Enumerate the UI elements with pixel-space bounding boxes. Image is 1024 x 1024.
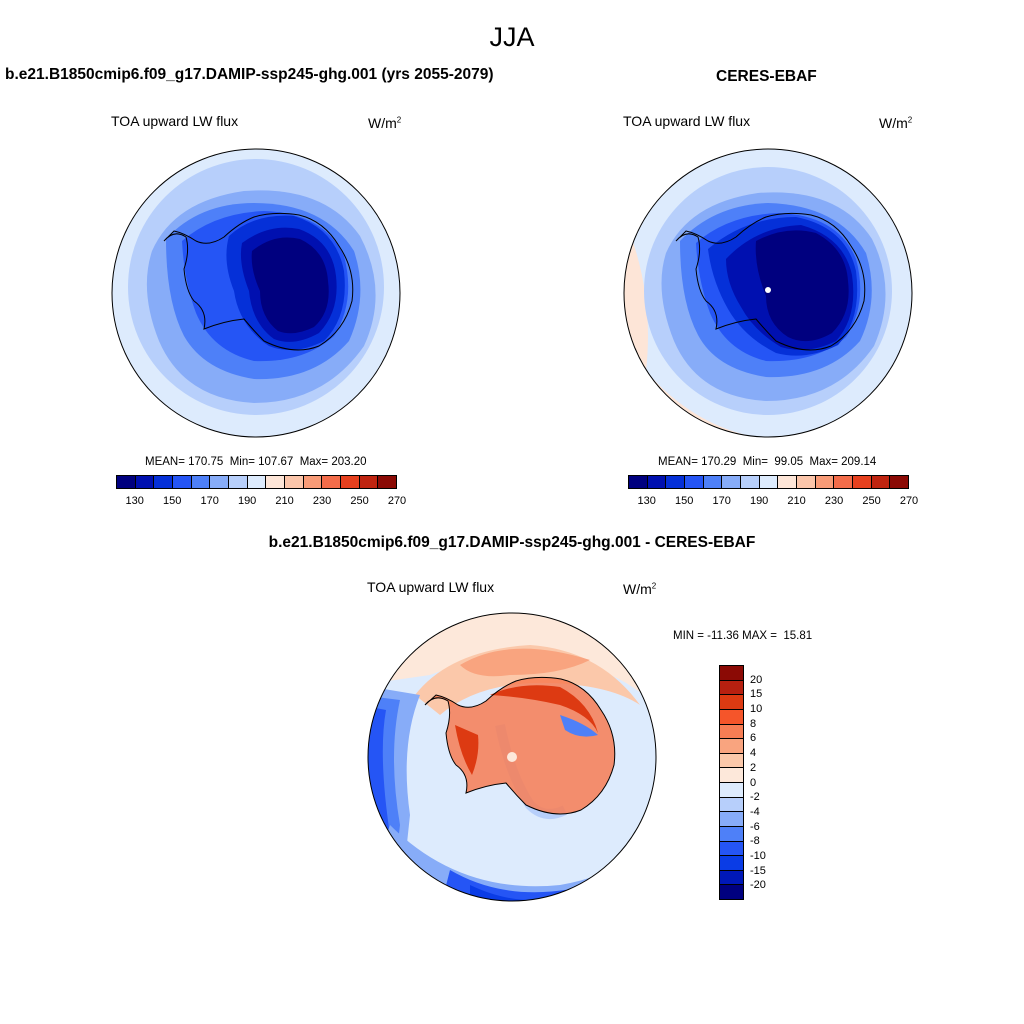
colorbar-diff xyxy=(719,665,744,900)
colorbar-obs-swatch xyxy=(629,476,648,488)
colorbar-diff-tick-label: -4 xyxy=(750,805,760,818)
colorbar-model-swatch xyxy=(173,476,192,488)
colorbar-model-tick-label: 150 xyxy=(163,495,182,507)
colorbar-obs-ticks: 130 150 170 190 210 230 250 270 xyxy=(628,495,919,509)
colorbar-diff-tick-label: 2 xyxy=(750,761,757,774)
variable-label-obs: TOA upward LW flux xyxy=(623,113,751,129)
colorbar-obs-swatch xyxy=(741,476,760,488)
colorbar-obs-swatch xyxy=(853,476,872,488)
colorbar-diff-swatch xyxy=(720,768,743,783)
colorbar-model-swatch xyxy=(359,476,379,488)
colorbar-model-swatch xyxy=(117,476,136,488)
colorbar-diff-swatch xyxy=(720,841,743,857)
colorbar-obs-swatch xyxy=(797,476,816,488)
colorbar-diff-swatch xyxy=(720,739,743,754)
colorbar-model-swatch xyxy=(266,476,286,488)
units-label-model: W/m2 xyxy=(368,115,402,131)
colorbar-obs-swatch xyxy=(647,476,667,488)
colorbar-diff-tick-label: 8 xyxy=(750,717,757,730)
colorbar-model xyxy=(116,475,397,489)
colorbar-model-swatch xyxy=(135,476,155,488)
colorbar-model-tick-label: 230 xyxy=(312,495,332,507)
colorbar-obs-tick-label: 270 xyxy=(899,495,919,507)
colorbar-obs-swatch xyxy=(759,476,779,488)
season-title: JJA xyxy=(489,22,535,52)
colorbar-diff-swatch xyxy=(720,724,743,740)
colorbar-diff-swatch xyxy=(720,783,743,798)
colorbar-diff-tick-label: -2 xyxy=(750,791,760,804)
panel-title-model: b.e21.B1850cmip6.f09_g17.DAMIP-ssp245-gh… xyxy=(5,66,494,83)
colorbar-diff-tick-label: -10 xyxy=(750,849,766,862)
colorbar-obs-swatch xyxy=(685,476,704,488)
variable-label-model: TOA upward LW flux xyxy=(111,113,239,129)
colorbar-obs-swatch xyxy=(666,476,686,488)
colorbar-model-swatch xyxy=(247,476,267,488)
variable-label-diff: TOA upward LW flux xyxy=(367,579,495,595)
colorbar-model-swatch xyxy=(229,476,248,488)
colorbar-diff-swatch xyxy=(720,797,743,813)
units-label-diff: W/m2 xyxy=(623,581,657,597)
polar-map-model xyxy=(111,148,401,438)
stats-model: MEAN= 170.75 Min= 107.67 Max= 203.20 xyxy=(145,456,367,468)
panel-title-diff: b.e21.B1850cmip6.f09_g17.DAMIP-ssp245-gh… xyxy=(268,534,756,551)
colorbar-model-swatch xyxy=(322,476,342,488)
units-label-obs: W/m2 xyxy=(879,115,913,131)
colorbar-diff-swatch xyxy=(720,856,743,871)
colorbar-obs-swatch xyxy=(722,476,742,488)
colorbar-model-swatch xyxy=(191,476,211,488)
colorbar-model-tick-label: 130 xyxy=(125,495,144,507)
colorbar-diff-tick-label: 10 xyxy=(750,703,763,716)
colorbar-model-swatch xyxy=(378,476,397,488)
colorbar-diff-tick-label: 20 xyxy=(750,673,763,686)
colorbar-model-tick-label: 250 xyxy=(350,495,369,507)
colorbar-diff-swatch xyxy=(720,812,743,827)
colorbar-obs-tick-label: 190 xyxy=(749,495,769,507)
colorbar-obs-tick-label: 170 xyxy=(712,495,731,507)
colorbar-model-tick-label: 270 xyxy=(387,495,407,507)
colorbar-diff-tick-label: 6 xyxy=(750,732,757,745)
colorbar-diff-tick-label: -6 xyxy=(750,820,760,833)
colorbar-obs xyxy=(628,475,909,489)
colorbar-model-swatch xyxy=(341,476,360,488)
colorbar-diff-swatch xyxy=(720,870,743,886)
polar-map-obs xyxy=(623,148,913,438)
colorbar-diff-swatch xyxy=(720,826,743,842)
colorbar-diff-swatch xyxy=(720,680,743,696)
colorbar-diff-tick-label: 4 xyxy=(750,747,757,760)
colorbar-diff-swatch xyxy=(720,885,743,899)
colorbar-obs-swatch xyxy=(778,476,798,488)
colorbar-diff-swatch xyxy=(720,753,743,769)
colorbar-obs-swatch xyxy=(890,476,909,488)
colorbar-model-swatch xyxy=(210,476,230,488)
colorbar-obs-swatch xyxy=(871,476,891,488)
colorbar-model-swatch xyxy=(154,476,174,488)
colorbar-diff-swatch xyxy=(720,666,743,681)
colorbar-model-swatch xyxy=(285,476,304,488)
colorbar-diff-swatch xyxy=(720,695,743,710)
colorbar-obs-swatch xyxy=(703,476,723,488)
stats-diff: MIN = -11.36 MAX = 15.81 xyxy=(673,630,813,642)
colorbar-diff-tick-label: 0 xyxy=(750,776,757,789)
colorbar-obs-tick-label: 210 xyxy=(787,495,806,507)
colorbar-diff-tick-label: -8 xyxy=(750,835,760,848)
colorbar-obs-tick-label: 150 xyxy=(675,495,694,507)
colorbar-obs-swatch xyxy=(815,476,835,488)
colorbar-model-tick-label: 170 xyxy=(200,495,219,507)
colorbar-model-tick-label: 190 xyxy=(237,495,257,507)
colorbar-obs-tick-label: 250 xyxy=(862,495,881,507)
stats-obs: MEAN= 170.29 Min= 99.05 Max= 209.14 xyxy=(658,456,877,468)
colorbar-diff-tick-label: -20 xyxy=(750,879,766,892)
polar-map-diff xyxy=(367,612,657,902)
colorbar-model-swatch xyxy=(303,476,323,488)
colorbar-obs-swatch xyxy=(834,476,854,488)
colorbar-diff-tick-label: -15 xyxy=(750,864,766,877)
colorbar-obs-tick-label: 230 xyxy=(824,495,844,507)
colorbar-model-tick-label: 210 xyxy=(275,495,294,507)
colorbar-diff-swatch xyxy=(720,709,743,725)
colorbar-obs-tick-label: 130 xyxy=(637,495,656,507)
colorbar-diff-ticks: 20 15 10 8 6 4 2 0 -2 -4 -6 -8 -10 -15 -20 xyxy=(750,665,790,900)
colorbar-diff-tick-label: 15 xyxy=(750,688,763,701)
panel-title-obs: CERES-EBAF xyxy=(716,68,817,85)
colorbar-model-ticks: 130 150 170 190 210 230 250 270 xyxy=(116,495,407,509)
